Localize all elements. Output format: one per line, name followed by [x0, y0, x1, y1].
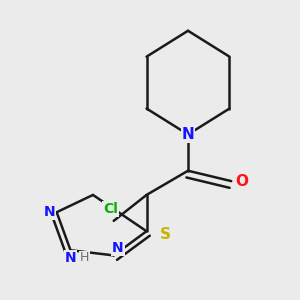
Text: N: N [65, 251, 76, 265]
Text: N: N [182, 127, 194, 142]
Text: Cl: Cl [103, 202, 118, 216]
Text: N: N [112, 241, 124, 255]
Text: N: N [43, 205, 55, 219]
Text: H: H [80, 251, 89, 264]
Text: S: S [160, 227, 171, 242]
Text: O: O [235, 174, 248, 189]
